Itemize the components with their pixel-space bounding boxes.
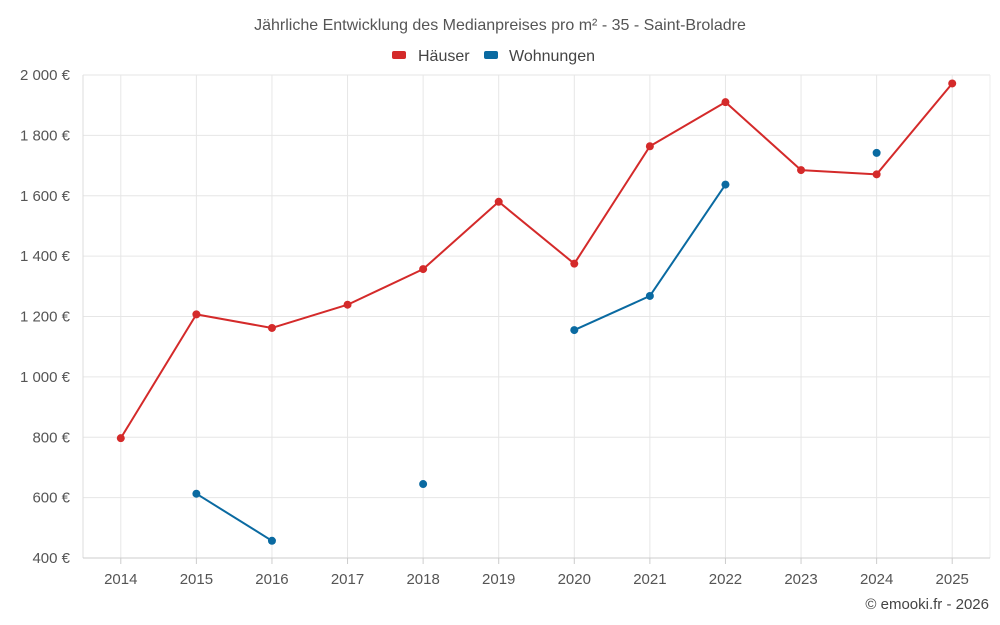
y-tick-label: 1 000 € <box>20 369 71 386</box>
y-tick-label: 1 200 € <box>20 309 71 326</box>
chart-title: Jährliche Entwicklung des Medianpreises … <box>254 17 746 34</box>
x-tick-label: 2014 <box>104 571 137 588</box>
data-point[interactable] <box>797 166 806 175</box>
credit: © emooki.fr - 2026 <box>865 596 989 613</box>
x-tick-label: 2023 <box>784 571 817 588</box>
series <box>116 79 957 545</box>
legend-swatch-apartments <box>484 51 498 59</box>
data-point[interactable] <box>192 310 201 319</box>
x-axis: 2014 2015 2016 2017 2018 2019 2020 2021 2022 2023… <box>83 557 990 588</box>
x-tick-label: 2015 <box>180 571 213 588</box>
legend-label-apartments: Wohnungen <box>509 48 595 65</box>
data-point[interactable] <box>721 180 730 189</box>
data-point[interactable] <box>872 170 881 179</box>
legend: Häuser Wohnungen <box>392 48 595 65</box>
x-tick-label: 2021 <box>633 571 666 588</box>
data-point[interactable] <box>116 434 125 443</box>
y-tick-label: 800 € <box>32 429 70 446</box>
x-tick-label: 2017 <box>331 571 364 588</box>
data-point[interactable] <box>419 265 428 274</box>
data-point[interactable] <box>570 259 579 268</box>
x-tick-label: 2020 <box>558 571 591 588</box>
data-point[interactable] <box>645 291 654 300</box>
series-line <box>119 82 954 440</box>
x-tick-label: 2019 <box>482 571 515 588</box>
y-tick-label: 1 600 € <box>20 188 71 205</box>
data-point[interactable] <box>267 323 276 332</box>
y-tick-label: 400 € <box>32 550 70 567</box>
series-line <box>195 492 273 542</box>
x-tick-label: 2025 <box>936 571 969 588</box>
series-1 <box>192 148 881 545</box>
y-tick-label: 600 € <box>32 490 70 507</box>
grid <box>83 74 991 559</box>
data-point[interactable] <box>948 79 957 88</box>
data-point[interactable] <box>494 197 503 206</box>
x-tick-label: 2024 <box>860 571 893 588</box>
data-point[interactable] <box>267 536 276 545</box>
legend-item-apartments[interactable]: Wohnungen <box>484 48 595 65</box>
data-point[interactable] <box>343 300 352 309</box>
legend-label-houses: Häuser <box>418 48 470 65</box>
y-tick-label: 1 400 € <box>20 248 71 265</box>
data-point[interactable] <box>721 98 730 107</box>
data-point[interactable] <box>570 326 579 335</box>
x-tick-label: 2022 <box>709 571 742 588</box>
legend-item-houses[interactable]: Häuser <box>392 48 470 65</box>
legend-swatch-houses <box>392 51 406 59</box>
data-point[interactable] <box>192 489 201 498</box>
data-point[interactable] <box>645 142 654 151</box>
series-0 <box>116 79 957 443</box>
data-point[interactable] <box>419 480 428 489</box>
x-tick-label: 2016 <box>255 571 288 588</box>
x-tick-label: 2018 <box>406 571 439 588</box>
y-tick-label: 2 000 € <box>20 67 71 84</box>
y-tick-label: 1 800 € <box>20 127 71 144</box>
y-axis: 400 € 600 € 800 € 1 000 € 1 200 € 1 400 € 1 60… <box>20 67 84 567</box>
data-point[interactable] <box>872 148 881 157</box>
